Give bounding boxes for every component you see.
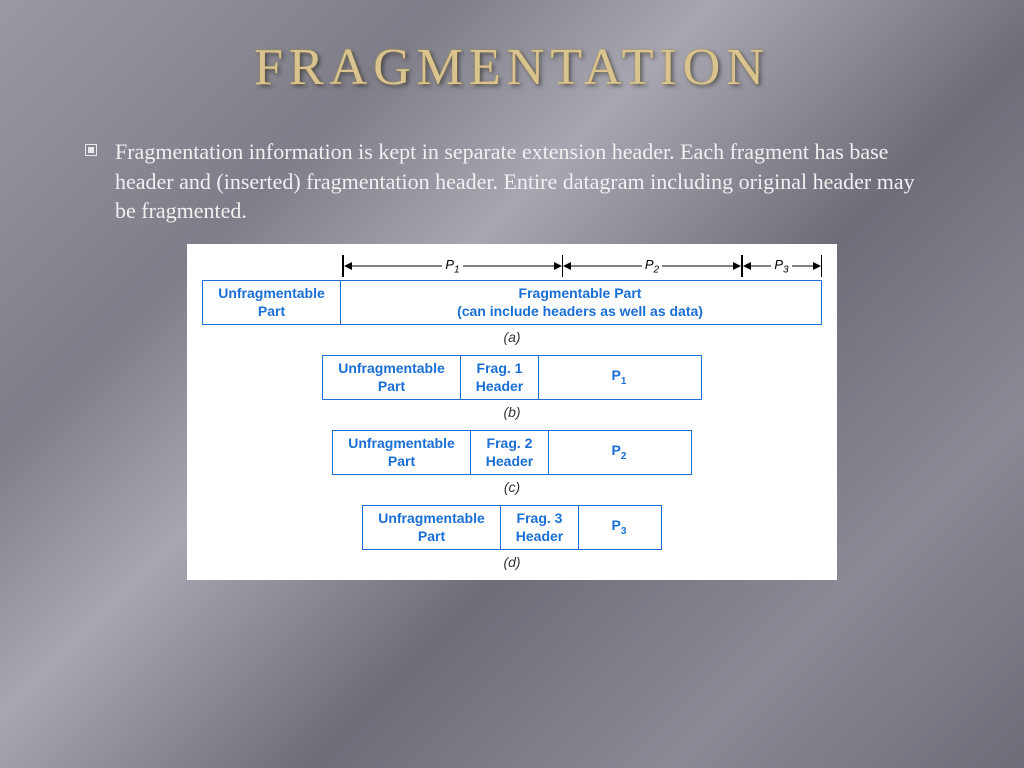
- unfragmentable-cell: Unfragmentable Part: [323, 356, 461, 399]
- arrow-row: P1 P2 P3: [342, 254, 822, 278]
- slide-title: FRAGMENTATION: [0, 0, 1024, 97]
- caption-c: (c): [202, 479, 822, 495]
- arrow-p2: P2: [563, 257, 741, 276]
- fragmentable-cell: Fragmentable Part (can include headers a…: [341, 281, 819, 324]
- caption-d: (d): [202, 554, 822, 570]
- frag-header-cell: Frag. 2 Header: [471, 431, 549, 474]
- fragmentation-diagram: P1 P2 P3 Unfragmentable Part Fragmentabl…: [187, 244, 837, 580]
- unfragmentable-cell: Unfragmentable Part: [363, 506, 501, 549]
- arrow-p1: P1: [344, 257, 562, 276]
- unfragmentable-cell: Unfragmentable Part: [203, 281, 341, 324]
- caption-b: (b): [202, 404, 822, 420]
- frag-header-cell: Frag. 1 Header: [461, 356, 539, 399]
- diagram-row-d: Unfragmentable Part Frag. 3 Header P3: [362, 505, 662, 550]
- payload-cell: P1: [539, 356, 699, 399]
- diagram-row-c: Unfragmentable Part Frag. 2 Header P2: [332, 430, 692, 475]
- diagram-row-a: Unfragmentable Part Fragmentable Part (c…: [202, 280, 822, 325]
- tick-mark: [821, 255, 823, 277]
- bullet-icon: [85, 144, 97, 156]
- diagram-row-b: Unfragmentable Part Frag. 1 Header P1: [322, 355, 702, 400]
- unfragmentable-cell: Unfragmentable Part: [333, 431, 471, 474]
- body-text: Fragmentation information is kept in sep…: [115, 137, 929, 226]
- body-text-container: Fragmentation information is kept in sep…: [0, 97, 1024, 226]
- frag-header-cell: Frag. 3 Header: [501, 506, 579, 549]
- arrow-p3: P3: [743, 257, 821, 276]
- payload-cell: P3: [579, 506, 659, 549]
- caption-a: (a): [202, 329, 822, 345]
- payload-cell: P2: [549, 431, 689, 474]
